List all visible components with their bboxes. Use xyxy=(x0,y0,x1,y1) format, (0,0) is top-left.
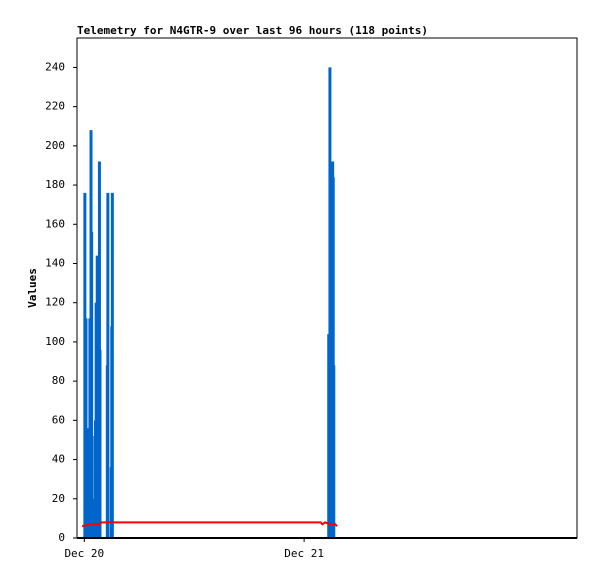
y-tick-label: 140 xyxy=(45,256,65,269)
chart-title: Telemetry for N4GTR-9 over last 96 hours… xyxy=(77,24,428,37)
y-tick-label: 220 xyxy=(45,100,65,113)
y-tick-label: 240 xyxy=(45,60,65,73)
x-tick-label: Dec 21 xyxy=(284,547,324,560)
y-tick-label: 20 xyxy=(52,492,65,505)
y-tick-label: 120 xyxy=(45,296,65,309)
y-tick-label: 160 xyxy=(45,217,65,230)
x-tick-label: Dec 20 xyxy=(64,547,104,560)
y-tick-label: 180 xyxy=(45,178,65,191)
y-axis-label: Values xyxy=(26,268,39,308)
y-tick-label: 60 xyxy=(52,413,65,426)
y-tick-label: 200 xyxy=(45,139,65,152)
y-tick-label: 80 xyxy=(52,374,65,387)
series-line xyxy=(81,521,338,528)
y-tick-label: 100 xyxy=(45,335,65,348)
y-tick-label: 40 xyxy=(52,453,65,466)
y-tick-label: 0 xyxy=(58,531,65,544)
plot-frame xyxy=(76,37,578,539)
